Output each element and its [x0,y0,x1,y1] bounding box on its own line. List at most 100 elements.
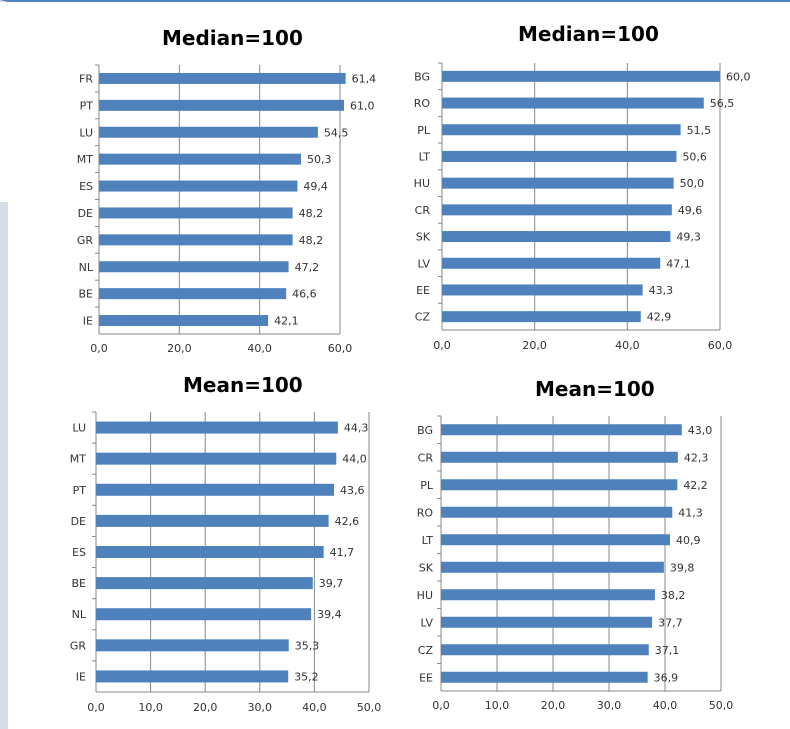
category-label: LV [418,257,431,270]
category-label: EE [416,284,430,297]
category-label: CR [418,451,434,464]
category-label: DE [78,207,93,220]
bar [441,451,678,463]
data-label: 39,7 [319,577,344,590]
data-label: 37,7 [658,616,683,629]
category-label: LU [79,126,93,139]
bar [441,424,682,436]
chart-median-right: Median=100 0,0 20,0 40,0 60,0 BG 60,0 RO 56,5 PL… [395,0,790,365]
category-label: RO [417,506,434,519]
data-label: 41,3 [678,506,703,519]
category-label: SK [416,231,431,244]
category-label: IE [83,315,93,328]
bar [442,311,641,323]
chart-title: Mean=100 [183,373,303,397]
chart-plot: 0,0 10,0 20,0 30,0 40,0 50,0 LU 44,3 MT 44,0 PT 43,… [70,411,382,714]
category-label: DE [71,515,86,528]
bar [99,126,318,138]
data-label: 49,3 [676,231,701,244]
bar [99,288,287,300]
chart-plot: 0,0 20,0 40,0 60,0 BG 60,0 RO 56,5 PL 51,5 LT 50,6 H… [414,62,751,352]
chart-title: Median=100 [162,26,303,50]
bar [99,72,346,84]
x-tick-label: 20,0 [541,699,566,712]
bar [96,608,312,621]
data-label: 49,4 [303,180,328,193]
bar [99,261,289,273]
category-label: GR [70,639,87,652]
bar [442,150,677,162]
category-label: BE [79,288,94,301]
chart-median-left: Median=100 0,0 20,0 40,0 60,0 FR 61,4 PT 61,0 LU… [0,0,395,365]
chart-mean-left: Mean=100 0,0 10,0 20,0 30,0 40,0 50,0 LU 44,3 MT… [0,365,395,729]
category-label: ES [72,546,86,559]
data-label: 35,3 [295,639,320,652]
data-label: 41,7 [330,546,355,559]
bar [442,97,704,109]
category-label: MT [70,453,86,466]
data-label: 47,2 [295,261,320,274]
category-label: GR [77,234,94,247]
bar [96,514,329,527]
data-label: 54,5 [324,126,349,139]
x-tick-label: 40,0 [653,699,678,712]
category-label: NL [72,608,87,621]
data-label: 42,3 [684,451,709,464]
category-label: PT [80,99,94,112]
category-label: MT [77,153,93,166]
data-label: 39,8 [670,561,695,574]
x-tick-label: 10,0 [485,699,510,712]
data-label: 61,4 [352,72,377,85]
bar [441,506,673,518]
data-label: 38,2 [661,589,686,602]
bar [99,153,302,165]
bar [96,546,324,558]
category-label: SK [419,561,434,574]
chart-mean-right: Mean=100 0,0 10,0 20,0 30,0 40,0 50,0 BG 43,0 CR… [395,365,790,729]
bar [441,534,671,546]
bar [441,589,655,601]
x-tick-label: 40,0 [247,342,272,355]
data-label: 42,2 [683,479,708,492]
category-label: PL [417,124,431,137]
data-label: 46,6 [292,288,317,301]
category-label: NL [79,261,94,274]
category-label: LV [421,616,434,629]
bar [442,284,643,296]
x-tick-label: 30,0 [248,701,273,714]
x-tick-label: 0,0 [433,339,451,352]
x-tick-label: 20,0 [167,342,192,355]
category-label: HU [414,177,430,190]
bar [99,207,293,219]
data-label: 35,2 [294,670,319,683]
data-label: 47,1 [666,257,691,270]
chart-plot: 0,0 20,0 40,0 60,0 FR 61,4 PT 61,0 LU 54,5 MT 50,3 E… [77,64,377,355]
bar [441,561,664,573]
bar [442,124,681,136]
category-label: BE [72,577,87,590]
data-label: 42,1 [274,315,299,328]
x-tick-label: 0,0 [87,701,105,714]
bar [441,479,678,491]
bar [442,177,674,189]
category-label: CZ [418,644,434,657]
category-label: LU [72,422,86,435]
x-tick-label: 40,0 [615,339,640,352]
bar [99,234,293,246]
data-label: 44,3 [344,422,369,435]
x-tick-label: 20,0 [193,701,218,714]
data-label: 42,9 [647,311,672,324]
bar [441,616,653,628]
data-label: 43,3 [649,284,674,297]
bar [99,180,298,192]
x-tick-label: 50,0 [357,701,382,714]
data-label: 50,6 [682,150,707,163]
x-tick-label: 60,0 [328,342,353,355]
x-tick-label: 0,0 [432,699,450,712]
data-label: 50,0 [680,177,705,190]
data-label: 56,5 [710,97,735,110]
bar [99,315,269,327]
data-label: 51,5 [687,124,712,137]
data-label: 40,9 [676,534,701,547]
category-label: RO [414,97,431,110]
